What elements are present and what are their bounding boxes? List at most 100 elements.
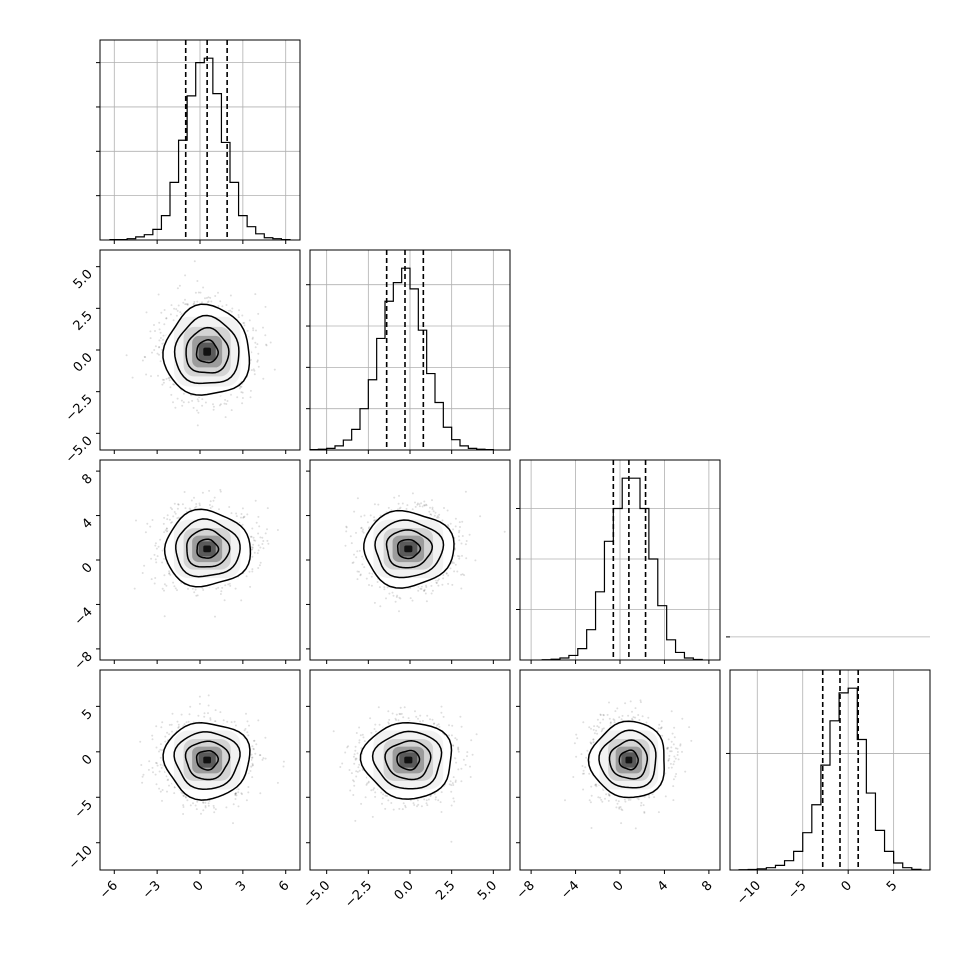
scatter-point <box>230 310 233 313</box>
scatter-point <box>169 386 172 389</box>
scatter-point <box>264 757 267 760</box>
scatter-point <box>207 694 210 697</box>
scatter-point <box>172 319 175 322</box>
panel-frame <box>729 669 931 871</box>
scatter-point <box>398 507 401 510</box>
scatter-point <box>209 500 212 503</box>
scatter-point <box>229 294 232 297</box>
marginal-panel-3 <box>516 459 721 661</box>
scatter-point <box>158 346 161 348</box>
scatter-point <box>239 385 242 388</box>
scatter-point <box>228 582 231 585</box>
scatter-point <box>262 540 265 542</box>
scatter-point <box>423 504 426 507</box>
scatter-point <box>176 397 179 400</box>
scatter-point <box>193 260 196 263</box>
contour-level-2 <box>185 326 230 374</box>
scatter-point <box>441 519 444 522</box>
scatter-point <box>225 304 228 306</box>
scatter-point <box>418 503 421 506</box>
scatter-point <box>460 587 463 590</box>
scatter-point <box>452 528 455 531</box>
scatter-point <box>373 519 376 522</box>
scatter-point <box>235 512 238 515</box>
scatter-point <box>249 389 252 392</box>
scatter-point <box>176 517 179 520</box>
scatter-point <box>255 329 257 332</box>
scatter-point <box>256 552 259 555</box>
scatter-point <box>392 594 395 597</box>
scatter-point <box>161 799 163 802</box>
scatter-point <box>176 507 179 510</box>
scatter-point <box>173 307 176 310</box>
density-bin-5 <box>203 347 211 356</box>
scatter-point <box>257 532 260 535</box>
scatter-point <box>222 719 225 722</box>
scatter-point <box>223 402 226 405</box>
scatter-point <box>204 297 206 300</box>
scatter-point <box>193 591 196 594</box>
scatter-point <box>241 793 243 796</box>
scatter-point <box>416 502 419 505</box>
scatter-point <box>172 581 175 584</box>
scatter-point <box>362 528 364 531</box>
scatter-point <box>163 323 166 326</box>
scatter-point <box>201 587 204 589</box>
scatter-point <box>240 385 243 388</box>
scatter-point <box>219 490 222 493</box>
scatter-point <box>172 401 174 404</box>
scatter-point <box>425 584 427 587</box>
scatter-point <box>219 403 222 406</box>
scatter-point <box>195 503 198 505</box>
scatter-point <box>258 564 261 567</box>
scatter-point <box>165 377 168 380</box>
scatter-point <box>209 718 212 721</box>
scatter-point <box>414 505 417 508</box>
scatter-point <box>195 594 198 597</box>
scatter-point <box>251 336 254 339</box>
scatter-point <box>257 567 260 569</box>
scatter-point <box>414 501 416 504</box>
scatter-point <box>259 561 262 564</box>
scatter-point <box>158 339 161 342</box>
scatter-point <box>175 314 178 317</box>
scatter-point <box>454 563 457 566</box>
scatter-point <box>246 329 249 332</box>
scatter-point <box>252 543 255 546</box>
scatter-point <box>240 516 242 519</box>
scatter-point <box>261 536 264 539</box>
scatter-point <box>187 401 190 404</box>
scatter-point <box>265 344 268 347</box>
pair-content <box>133 488 279 618</box>
scatter-point <box>166 518 169 521</box>
scatter-point <box>165 527 168 530</box>
contour-level-1 <box>396 538 422 560</box>
scatter-point <box>250 548 253 551</box>
scatter-point <box>229 584 232 587</box>
scatter-point <box>150 375 152 378</box>
scatter-point <box>197 400 200 403</box>
contour-level-2 <box>186 528 231 568</box>
scatter-point <box>158 346 160 349</box>
scatter-point <box>224 584 227 587</box>
scatter-point <box>425 586 428 588</box>
marginal-panel-2 <box>306 249 511 451</box>
scatter-point <box>159 790 162 793</box>
grid <box>520 460 720 660</box>
scatter-point <box>158 770 161 773</box>
scatter-point <box>269 341 272 344</box>
scatter-point <box>424 592 427 595</box>
scatter-point <box>241 391 244 394</box>
scatter-point <box>245 575 248 578</box>
scatter-point <box>451 560 454 563</box>
scatter-point <box>363 514 366 517</box>
scatter-point <box>420 588 423 590</box>
scatter-point <box>181 792 184 795</box>
scatter-point <box>221 305 224 308</box>
scatter-point <box>187 720 190 723</box>
scatter-point <box>184 795 187 798</box>
scatter-point <box>163 531 166 534</box>
scatter-point <box>182 392 185 395</box>
scatter-point <box>207 300 210 303</box>
scatter-point <box>398 610 400 613</box>
